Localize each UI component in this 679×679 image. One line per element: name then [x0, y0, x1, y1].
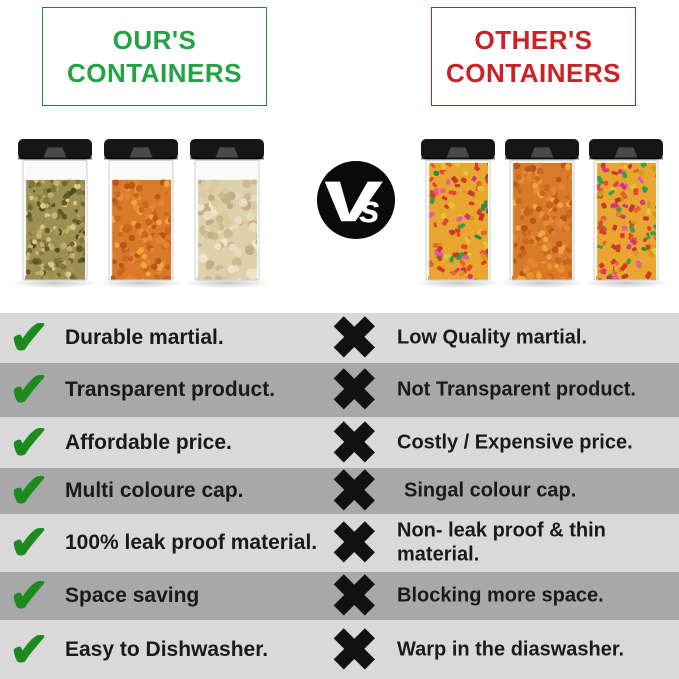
- svg-text:s: s: [359, 188, 380, 231]
